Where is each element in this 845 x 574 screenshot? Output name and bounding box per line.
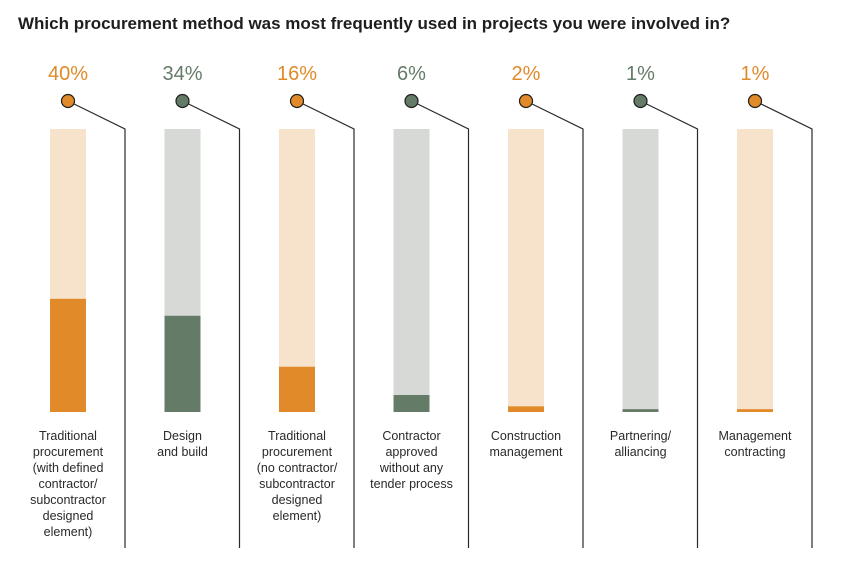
marker-dot [518,93,534,109]
category-label-line: management [489,445,563,459]
data-label: 2% [511,63,541,85]
category-label: Design and build [123,428,243,460]
data-label: 1% [626,63,655,85]
category-label-line: contracting [724,445,786,459]
category-label-line: Traditional [39,429,97,443]
category-label: Traditional procurement (no contractor/sub… [237,428,357,524]
data-label: 40% [47,63,89,85]
category-label-line: Contractor [382,429,441,443]
bar [737,409,773,412]
data-label: 16% [276,63,318,85]
connector-line [296,100,355,548]
bar [164,315,201,412]
category-label-line: subcontractor [259,477,335,491]
category-label-line: procurement [32,445,104,459]
connector-line [67,100,126,548]
category-label: Management contracting [695,428,815,460]
category-label-line: alliancing [614,445,667,459]
bar-track [279,129,315,412]
category-label-line: approved [385,445,438,459]
category-label-line: and build [157,445,208,459]
category-label-line: subcontractor [30,493,106,507]
category-label-line: without any [379,461,444,475]
bar-track [737,129,773,412]
bar [50,298,86,412]
marker-dot [60,93,76,109]
category-label-line: Construction [490,429,562,443]
bar [508,406,544,412]
connector-line [640,100,699,548]
category-label-line: Partnering/ [609,429,672,443]
connector-line [182,100,241,548]
bar-track [508,129,544,412]
connector-line [754,100,813,548]
data-label: 34% [162,63,203,85]
category-label-line: contractor/ [38,477,98,491]
marker-dot [289,93,305,109]
category-label-line: Management [718,429,792,443]
connector-line [525,100,584,548]
category-label-line: (with defined [32,461,104,475]
data-label: 6% [397,63,426,85]
category-label-line: tender process [370,477,453,491]
category-label-line: (no contractor/ [256,461,338,475]
bar [279,366,315,412]
bar [393,395,430,412]
marker-dot [175,93,190,109]
bar-track [622,129,659,412]
marker-dot [633,93,648,109]
category-label: Traditional procurement (with defined contr… [8,428,128,540]
category-label-line: element) [272,509,322,523]
category-label-line: designed [42,509,94,523]
chart-title: Which procurement method was most freque… [18,14,731,33]
category-label-line: designed [271,493,323,507]
bar [622,409,659,412]
category-label: Contractor approved without any tender proc… [352,428,472,492]
marker-dot [404,93,419,109]
data-label: 1% [740,63,770,85]
category-label: Construction management [466,428,586,460]
category-label-line: Traditional [268,429,326,443]
category-label-line: Design [163,429,202,443]
category-label-line: element) [43,525,93,539]
category-label: Partnering/alliancing [581,428,701,460]
category-label-line: procurement [261,445,333,459]
marker-dot [747,93,763,109]
connector-line [411,100,470,548]
bar-track [393,129,430,412]
